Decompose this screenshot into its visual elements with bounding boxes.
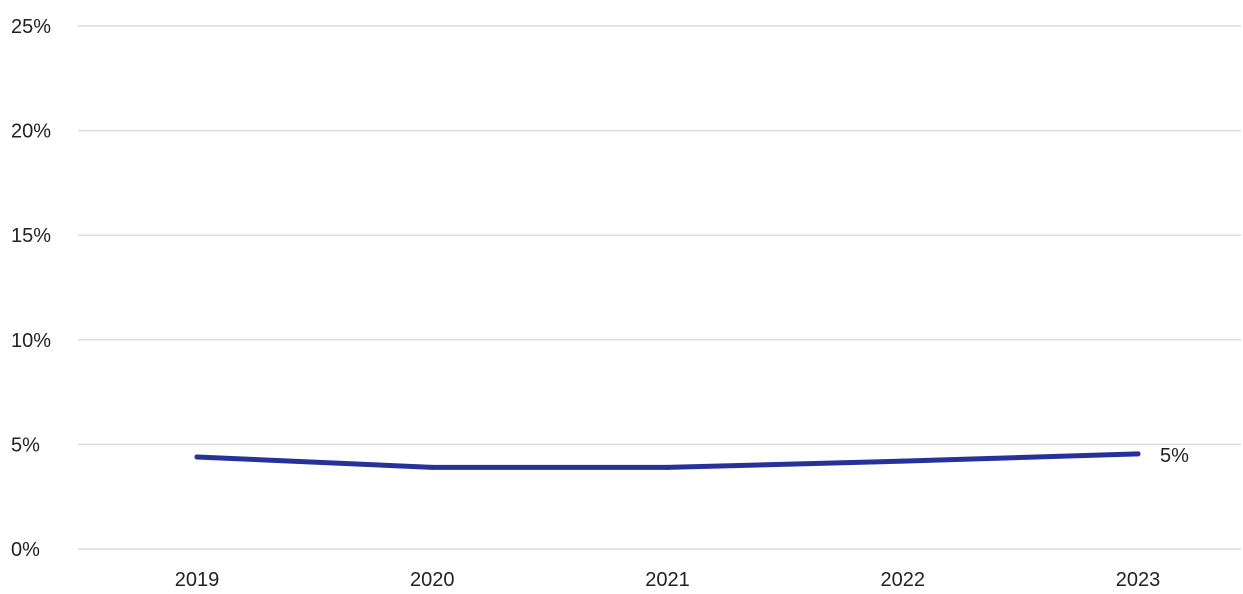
data-labels: 5% — [1160, 445, 1189, 467]
x-tick-label: 2019 — [175, 569, 220, 589]
y-tick-label: 20% — [11, 121, 51, 143]
y-tick-label: 5% — [11, 434, 40, 456]
data-point — [665, 464, 670, 470]
data-point — [429, 464, 435, 470]
y-tick-label: 10% — [11, 330, 51, 352]
y-tick-label: 15% — [11, 225, 51, 247]
x-tick-label: 2023 — [1116, 569, 1161, 589]
x-axis-tick-labels: 2019 2020 2021 2022 2023 — [175, 569, 1161, 591]
x-tick-label: 2021 — [645, 569, 690, 589]
x-tick-label: 2022 — [881, 569, 926, 589]
data-point — [900, 458, 906, 464]
y-tick-label: 0% — [11, 539, 40, 561]
y-tick-label: 25% — [11, 16, 51, 38]
y-axis-tick-labels: 0% 5% 10% 15% 20% 25% — [11, 16, 51, 561]
gridlines — [78, 25, 1241, 550]
data-point — [1135, 451, 1141, 457]
x-tick-label: 2020 — [410, 569, 455, 589]
series-layer — [194, 451, 1141, 470]
series-end-label: 5% — [1160, 445, 1189, 467]
data-point — [194, 454, 200, 460]
